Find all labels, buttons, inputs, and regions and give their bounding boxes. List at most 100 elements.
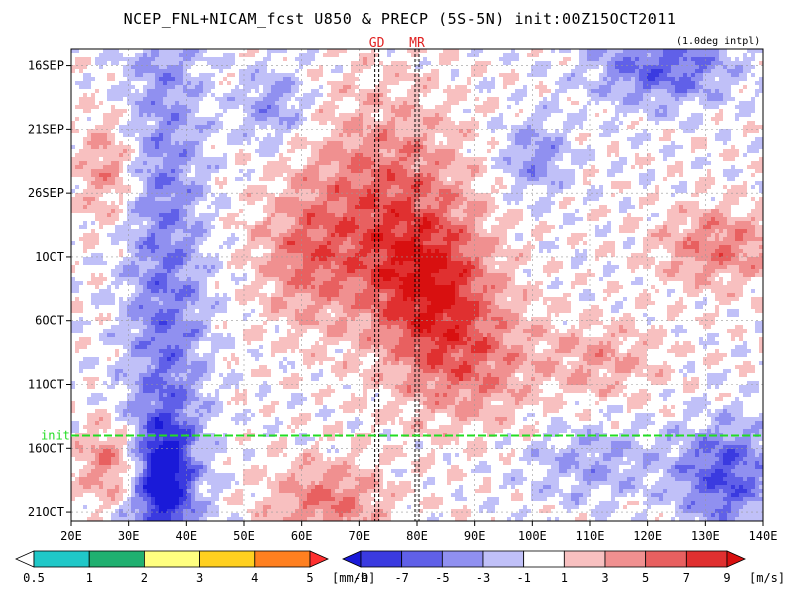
heat-cell [675, 113, 680, 118]
heat-cell [455, 117, 460, 122]
heat-cell [463, 157, 468, 162]
heat-cell [627, 57, 632, 62]
heat-cell [583, 129, 588, 134]
heat-cell [535, 81, 540, 86]
heat-cell [711, 69, 716, 74]
heat-cell [83, 109, 88, 114]
heat-cell [75, 81, 80, 86]
heat-cell [275, 157, 280, 162]
heat-cell [663, 81, 668, 86]
heat-cell [139, 129, 144, 134]
heat-cell [335, 97, 340, 102]
heat-cell [71, 153, 76, 158]
heat-cell [255, 85, 260, 90]
heat-cell [231, 73, 236, 78]
heat-cell [239, 161, 244, 166]
heat-cell [339, 125, 344, 130]
heat-cell [659, 125, 664, 130]
heat-cell [299, 85, 304, 90]
heat-cell [711, 73, 716, 78]
heat-cell [331, 73, 336, 78]
heat-cell [603, 69, 608, 74]
heat-cell [639, 145, 644, 150]
heat-cell [583, 133, 588, 138]
heat-cell [267, 117, 272, 122]
heat-cell [735, 53, 740, 58]
heat-cell [623, 53, 628, 58]
heat-cell [735, 69, 740, 74]
heat-cell [239, 117, 244, 122]
heat-cell [87, 101, 92, 106]
heat-cell [355, 121, 360, 126]
heat-cell [675, 61, 680, 66]
heat-cell [231, 129, 236, 134]
heat-cell [119, 161, 124, 166]
heat-cell [311, 105, 316, 110]
heat-cell [255, 49, 260, 54]
heat-cell [351, 109, 356, 114]
heat-cell [755, 125, 760, 130]
heat-cell [187, 117, 192, 122]
heat-cell [543, 73, 548, 78]
heat-cell [475, 49, 480, 54]
heat-cell [179, 133, 184, 138]
heat-cell [723, 105, 728, 110]
heat-cell [407, 89, 412, 94]
heat-cell [723, 85, 728, 90]
heat-cell [499, 61, 504, 66]
heat-cell [263, 149, 268, 154]
heat-cell [739, 89, 744, 94]
heat-cell [363, 129, 368, 134]
heat-cell [71, 133, 76, 138]
heat-cell [711, 77, 716, 82]
heat-cell [655, 105, 660, 110]
heat-cell [607, 81, 612, 86]
heat-cell [127, 97, 132, 102]
heat-cell [347, 73, 352, 78]
heat-cell [199, 153, 204, 158]
heat-cell [391, 89, 396, 94]
heat-cell [587, 149, 592, 154]
heat-cell [359, 109, 364, 114]
heat-cell [143, 69, 148, 74]
heat-cell [103, 129, 108, 134]
heat-cell [515, 57, 520, 62]
heat-cell [267, 69, 272, 74]
heat-cell [191, 129, 196, 134]
heat-cell [103, 77, 108, 82]
heat-cell [707, 89, 712, 94]
heat-cell [267, 141, 272, 146]
heat-cell [443, 145, 448, 150]
heat-cell [339, 109, 344, 114]
heat-cell [547, 61, 552, 66]
heat-cell [239, 149, 244, 154]
heat-cell [651, 105, 656, 110]
heat-cell [487, 125, 492, 130]
heat-cell [379, 137, 384, 142]
heat-cell [623, 129, 628, 134]
heat-cell [663, 61, 668, 66]
heat-cell [527, 161, 532, 166]
heat-cell [719, 85, 724, 90]
heat-cell [751, 153, 756, 158]
heat-cell [339, 161, 344, 166]
heat-cell [91, 149, 96, 154]
heat-cell [519, 105, 524, 110]
heat-cell [75, 129, 80, 134]
heat-cell [235, 53, 240, 58]
heat-cell [235, 157, 240, 162]
heat-cell [579, 61, 584, 66]
heat-cell [747, 157, 752, 162]
heat-cell [499, 109, 504, 114]
heat-cell [651, 133, 656, 138]
heat-cell [563, 149, 568, 154]
heat-cell [679, 61, 684, 66]
heat-cell [387, 153, 392, 158]
heat-cell [743, 137, 748, 142]
heat-cell [239, 81, 244, 86]
heat-cell [459, 117, 464, 122]
heat-cell [615, 121, 620, 126]
heat-cell [499, 141, 504, 146]
heat-cell [195, 89, 200, 94]
heat-cell [263, 101, 268, 106]
